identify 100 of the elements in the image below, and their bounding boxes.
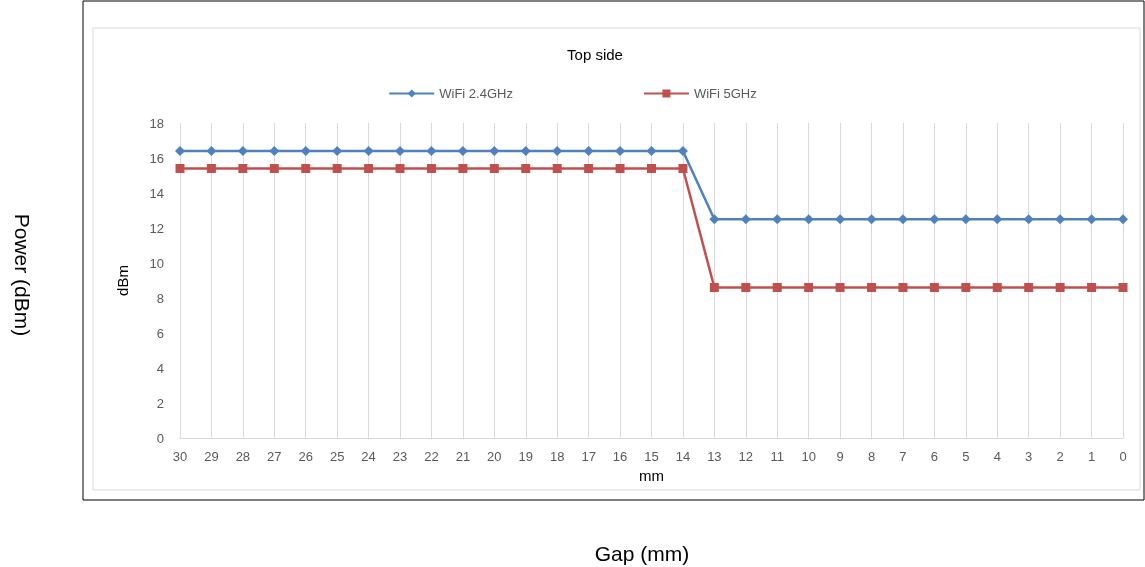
point — [992, 214, 1003, 225]
point — [898, 283, 908, 292]
point — [804, 283, 814, 292]
y-tick-label: 16 — [149, 150, 164, 166]
text: Power (dBm) — [10, 213, 34, 337]
point — [583, 146, 594, 156]
x-tick-label: 29 — [204, 449, 219, 464]
point — [426, 164, 436, 173]
x-tick-label: 28 — [235, 449, 251, 464]
point — [866, 214, 877, 225]
point — [238, 164, 248, 173]
point — [364, 164, 374, 173]
point — [709, 283, 719, 292]
point — [552, 164, 562, 173]
x-tick-label: 20 — [487, 449, 502, 464]
y-tick-label: 2 — [156, 395, 164, 411]
point — [772, 214, 783, 225]
point — [489, 146, 500, 156]
y-axis-title: dBm — [114, 265, 131, 296]
point — [1118, 214, 1128, 225]
x-tick-label: 16 — [612, 449, 628, 464]
x-tick-label: 0 — [1119, 449, 1127, 464]
point — [269, 164, 279, 173]
x-tick-label: 30 — [172, 449, 188, 464]
point — [1086, 214, 1097, 225]
point — [206, 146, 217, 156]
x-tick-label: 25 — [329, 449, 345, 464]
x-tick-label: 26 — [298, 449, 313, 464]
point — [615, 164, 625, 173]
point — [175, 146, 185, 156]
point — [489, 164, 499, 173]
point — [1087, 283, 1097, 292]
x-tick-label: 21 — [455, 449, 471, 464]
x-tick-label: 8 — [867, 449, 876, 464]
point — [458, 164, 468, 173]
point — [1055, 283, 1065, 292]
point — [992, 283, 1002, 292]
point — [835, 283, 845, 292]
point — [960, 214, 971, 225]
point — [206, 164, 216, 173]
point — [363, 146, 374, 156]
y-tick-label: 6 — [156, 325, 164, 341]
x-tick-label: 3 — [1025, 449, 1033, 464]
x-tick-label: 12 — [738, 449, 754, 464]
point — [332, 164, 342, 173]
point — [803, 214, 814, 225]
x-axis-title: mm — [639, 467, 664, 484]
x-tick-label: 4 — [993, 449, 1001, 464]
y-tick-label: 14 — [149, 185, 164, 201]
x-tick-label: 17 — [581, 449, 596, 464]
point — [395, 164, 405, 173]
point — [740, 214, 751, 225]
point — [646, 146, 657, 156]
x-tick-label: 13 — [707, 449, 722, 464]
x-tick-label: 23 — [392, 449, 408, 464]
legend-label: WiFi 5GHz — [693, 86, 757, 101]
x-tick-label: 22 — [424, 449, 439, 464]
point — [175, 164, 185, 173]
x-tick-label: 24 — [361, 449, 376, 464]
point — [426, 146, 437, 156]
chart-title: Top side — [567, 46, 623, 63]
x-tick-label: 9 — [836, 449, 844, 464]
x-tick-label: 14 — [675, 449, 691, 464]
point — [678, 164, 688, 173]
x-tick-label: 1 — [1087, 449, 1096, 464]
text: Gap (mm) — [594, 541, 690, 565]
x-tick-label: 11 — [770, 449, 784, 464]
x-tick-label: 2 — [1056, 449, 1064, 464]
point — [1024, 283, 1034, 292]
x-tick-label: 7 — [899, 449, 907, 464]
y-tick-label: 4 — [156, 360, 164, 376]
point — [647, 164, 656, 173]
point — [929, 214, 940, 225]
point — [584, 164, 594, 173]
y-tick-label: 12 — [149, 220, 164, 236]
point — [835, 214, 846, 225]
point — [961, 283, 971, 292]
y-tick-label: 0 — [156, 430, 164, 446]
point — [521, 164, 531, 173]
x-tick-label: 18 — [549, 449, 565, 464]
y-tick-label: 10 — [149, 255, 164, 271]
x-tick-label: 15 — [644, 449, 659, 464]
point — [1055, 214, 1066, 225]
point — [741, 283, 751, 292]
point — [709, 214, 720, 225]
x-tick-label: 6 — [930, 449, 939, 464]
point — [929, 283, 939, 292]
legend-label: WiFi 2.4GHz — [439, 86, 513, 101]
point — [772, 283, 782, 292]
point — [301, 164, 311, 173]
x-tick-label: 5 — [962, 449, 970, 464]
point — [269, 146, 280, 156]
y-tick-label: 8 — [156, 290, 164, 306]
point — [1023, 214, 1034, 225]
y-tick-label: 18 — [149, 115, 164, 131]
x-tick-label: 19 — [518, 449, 533, 464]
x-tick-label: 27 — [267, 449, 282, 464]
point — [867, 283, 877, 292]
x-tick-label: 10 — [801, 449, 816, 464]
point — [1118, 283, 1128, 292]
